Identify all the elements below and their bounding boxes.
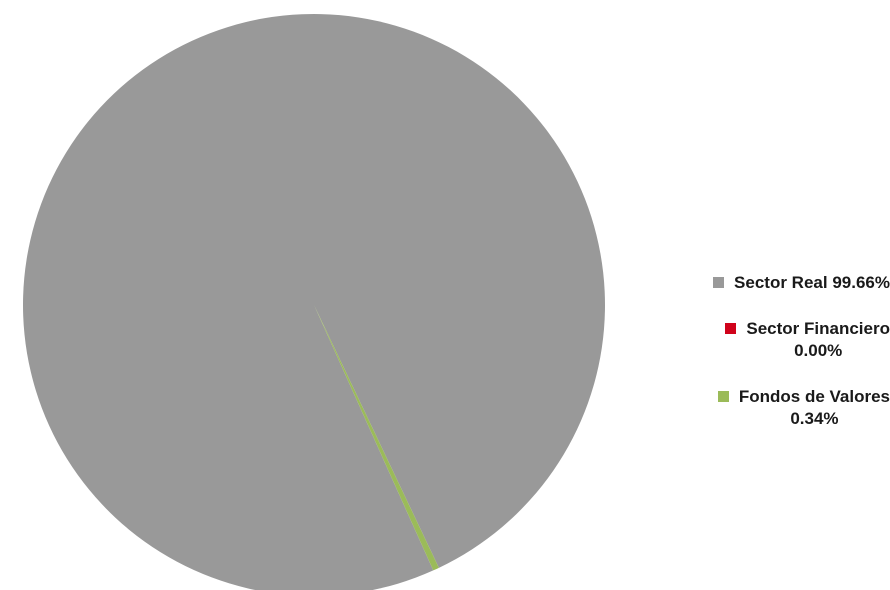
legend: Sector Real 99.66% Sector Financiero 0.0… xyxy=(660,272,890,454)
legend-label-fondos-de-valores: Fondos de Valores xyxy=(738,387,890,406)
legend-swatch-fondos-de-valores xyxy=(717,391,729,402)
legend-item-fondos-de-valores: Fondos de Valores 0.34% xyxy=(660,386,890,430)
legend-swatch-sector-real xyxy=(713,277,725,288)
legend-value-sector-real: 99.66% xyxy=(832,273,890,292)
legend-item-sector-financiero: Sector Financiero 0.00% xyxy=(660,318,890,362)
legend-item-sector-real: Sector Real 99.66% xyxy=(660,272,890,294)
legend-value-fondos-de-valores: 0.34% xyxy=(790,409,839,428)
pie-slice-sector-real xyxy=(22,14,605,590)
legend-value-sector-financiero: 0.00% xyxy=(794,341,843,360)
pie-slice-fondos-de-valores xyxy=(314,305,439,571)
legend-label-sector-real: Sector Real xyxy=(734,273,828,292)
legend-swatch-sector-financiero xyxy=(725,323,737,334)
legend-label-sector-financiero: Sector Financiero xyxy=(746,319,890,338)
